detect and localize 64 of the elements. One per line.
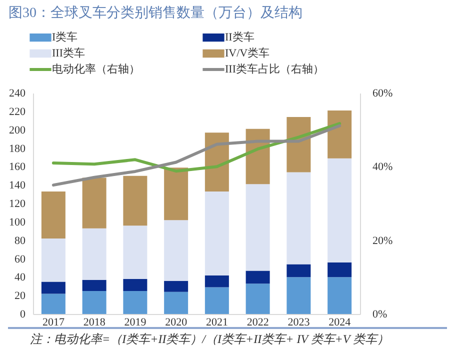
x-tick-label: 2022 xyxy=(246,316,269,328)
y-tick-label: 0 xyxy=(20,308,26,320)
x-tick-label: 2021 xyxy=(206,316,228,328)
bar xyxy=(123,176,148,226)
y2-tick-label: 60% xyxy=(372,88,393,100)
legend-label: I类车 xyxy=(52,30,78,44)
y-tick-label: 100 xyxy=(9,216,26,228)
bar xyxy=(82,290,106,314)
line-series xyxy=(52,124,342,187)
chart-title: 图30：全球叉车分类别销售数量（万台）及结构 xyxy=(8,5,302,21)
y-tick-label: 200 xyxy=(9,124,26,136)
bar xyxy=(328,277,352,314)
y-tick-label: 160 xyxy=(9,161,26,174)
bar xyxy=(123,279,148,291)
bar xyxy=(164,280,188,292)
bar xyxy=(246,284,270,314)
x-tick-label: 2023 xyxy=(288,316,310,328)
legend-label: III类车 xyxy=(52,46,85,60)
y2-tick-label: 40% xyxy=(372,161,393,174)
y-tick-label: 240 xyxy=(9,88,26,100)
bar xyxy=(204,287,229,314)
line-series xyxy=(52,122,342,173)
y2-tick-label: 0% xyxy=(372,308,388,320)
y-tick-label: 20 xyxy=(14,290,26,302)
bar xyxy=(41,192,66,238)
x-tick-label: 2018 xyxy=(83,316,106,328)
bar xyxy=(328,158,352,262)
bar xyxy=(246,184,270,271)
y-tick-label: 40 xyxy=(14,272,26,284)
bar xyxy=(82,228,106,280)
text: 注：电动化率=（I类车+II类车）/（I类车+II类车+ IV 类车+V 类车） xyxy=(8,327,447,348)
y-tick-label: 80 xyxy=(14,234,26,247)
bar xyxy=(286,277,311,314)
x-tick-label: 2024 xyxy=(328,316,352,328)
legend-label: III类车占比（右轴） xyxy=(225,62,324,76)
bar xyxy=(41,294,66,314)
legend-label: II类车 xyxy=(225,30,254,44)
y2-tick-label: 20% xyxy=(372,234,393,247)
bar xyxy=(82,178,106,228)
bar xyxy=(41,282,66,294)
bar xyxy=(164,220,188,281)
y-tick-label: 60 xyxy=(14,253,26,266)
bar xyxy=(82,280,106,291)
bar xyxy=(123,226,148,280)
bar xyxy=(246,270,270,284)
bar xyxy=(41,238,66,282)
x-tick-label: 2020 xyxy=(165,316,188,328)
y-tick-label: 140 xyxy=(9,180,26,192)
x-tick-label: 2017 xyxy=(42,316,65,328)
bar xyxy=(204,275,229,288)
y-tick-label: 220 xyxy=(9,106,26,118)
bar xyxy=(123,290,148,314)
bar xyxy=(328,110,352,158)
bar xyxy=(286,172,311,264)
bar xyxy=(164,168,188,220)
bar xyxy=(328,262,352,278)
legend-label: IV/V类车 xyxy=(225,46,270,60)
bar xyxy=(164,292,188,314)
y-tick-label: 180 xyxy=(9,142,26,155)
legend-label: 电动化率（右轴） xyxy=(52,62,140,76)
y-tick-label: 120 xyxy=(9,198,26,210)
x-tick-label: 2019 xyxy=(124,316,147,328)
bar xyxy=(286,264,311,278)
bar xyxy=(204,192,229,276)
